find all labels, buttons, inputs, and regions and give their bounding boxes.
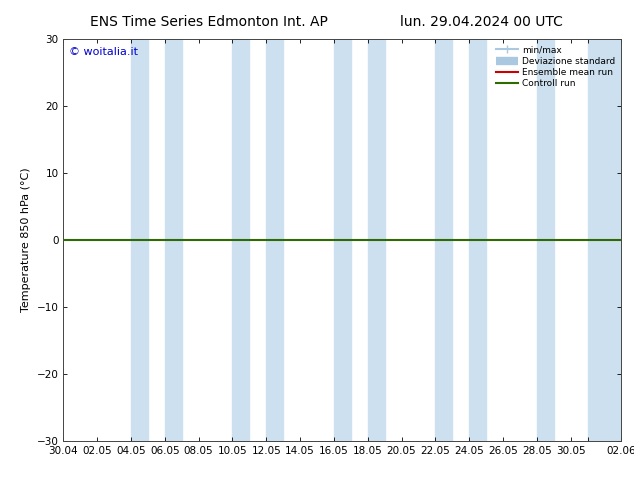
Text: © woitalia.it: © woitalia.it [69,47,138,57]
Text: ENS Time Series Edmonton Int. AP: ENS Time Series Edmonton Int. AP [90,15,328,29]
Y-axis label: Temperature 850 hPa (°C): Temperature 850 hPa (°C) [21,168,31,313]
Bar [233,39,249,441]
Legend: min/max, Deviazione standard, Ensemble mean run, Controll run: min/max, Deviazione standard, Ensemble m… [494,44,617,90]
Bar [436,39,452,441]
Bar [165,39,182,441]
Bar [588,39,621,441]
Bar [266,39,283,441]
Text: lun. 29.04.2024 00 UTC: lun. 29.04.2024 00 UTC [401,15,563,29]
Bar [334,39,351,441]
Bar [469,39,486,441]
Bar [537,39,553,441]
Bar [368,39,385,441]
Bar [131,39,148,441]
